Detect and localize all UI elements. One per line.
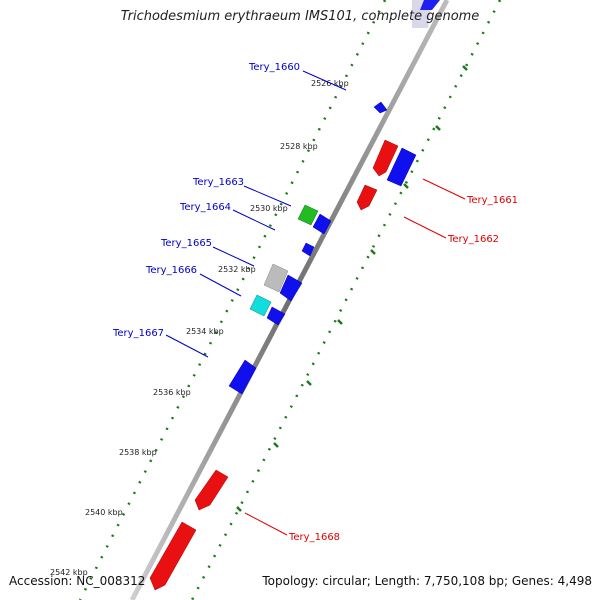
callout-lines <box>165 70 466 536</box>
gene-label-tery-1668[interactable]: Tery_1668 <box>288 532 340 543</box>
ruler-label: 2542 kbp <box>50 568 88 577</box>
ruler-label: 2532 kbp <box>218 265 256 274</box>
gene-labels: Tery_1660 Tery_1661 Tery_1662 Tery_1663 … <box>112 62 518 543</box>
gene-arrow-tery-1660[interactable] <box>373 101 388 114</box>
gene-arrow-tery-1662[interactable] <box>356 184 378 211</box>
gene-arrow-tery-1668[interactable] <box>194 469 229 511</box>
map-title: Trichodesmium erythraeum IMS101, complet… <box>120 9 480 24</box>
gene-arrow-red-bottom[interactable] <box>149 521 197 591</box>
gene-arrow-tery-1664[interactable] <box>312 213 332 235</box>
gene-label-tery-1660[interactable]: Tery_1660 <box>248 62 300 73</box>
ruler-label: 2538 kbp <box>119 448 157 457</box>
ruler-label: 2528 kbp <box>280 142 318 151</box>
gene-label-tery-1666[interactable]: Tery_1666 <box>145 265 197 276</box>
genome-summary-text: Topology: circular; Length: 7,750,108 bp… <box>262 574 592 588</box>
major-ticks <box>236 65 468 512</box>
outer-tick-track-left <box>78 0 387 600</box>
gene-label-tery-1667[interactable]: Tery_1667 <box>112 328 164 339</box>
gene-feature-partial-blue[interactable] <box>420 0 440 10</box>
ruler-label: 2526 kbp <box>311 79 349 88</box>
gene-arrow-blue[interactable] <box>279 274 303 302</box>
accession-text: Accession: NC_008312 <box>9 574 146 588</box>
gene-arrow-blue-2[interactable] <box>266 306 286 326</box>
outer-tick-track-right <box>190 0 502 600</box>
gene-arrow-tery-1666[interactable] <box>249 294 272 317</box>
gene-arrow-blue-reverse[interactable] <box>386 147 417 187</box>
gene-label-tery-1665[interactable]: Tery_1665 <box>160 238 212 249</box>
gene-label-tery-1662[interactable]: Tery_1662 <box>447 234 499 245</box>
gene-arrow-tery-1661[interactable] <box>372 139 399 177</box>
gene-label-tery-1663[interactable]: Tery_1663 <box>192 177 244 188</box>
ruler-label: 2530 kbp <box>250 204 288 213</box>
gene-features <box>149 101 417 591</box>
gene-arrow-tery-1663[interactable] <box>297 204 319 226</box>
ruler-label: 2534 kbp <box>186 327 224 336</box>
gene-arrow-gray[interactable] <box>263 263 289 293</box>
ruler-labels: 2526 kbp 2528 kbp 2530 kbp 2532 kbp 2534… <box>50 79 349 577</box>
gene-arrow-tery-1665[interactable] <box>301 242 315 257</box>
ruler-label: 2536 kbp <box>153 388 191 397</box>
gene-label-tery-1664[interactable]: Tery_1664 <box>179 202 231 213</box>
gene-arrow-tery-1667[interactable] <box>228 359 257 395</box>
ruler-label: 2540 kbp <box>85 508 123 517</box>
gene-label-tery-1661[interactable]: Tery_1661 <box>466 195 518 206</box>
